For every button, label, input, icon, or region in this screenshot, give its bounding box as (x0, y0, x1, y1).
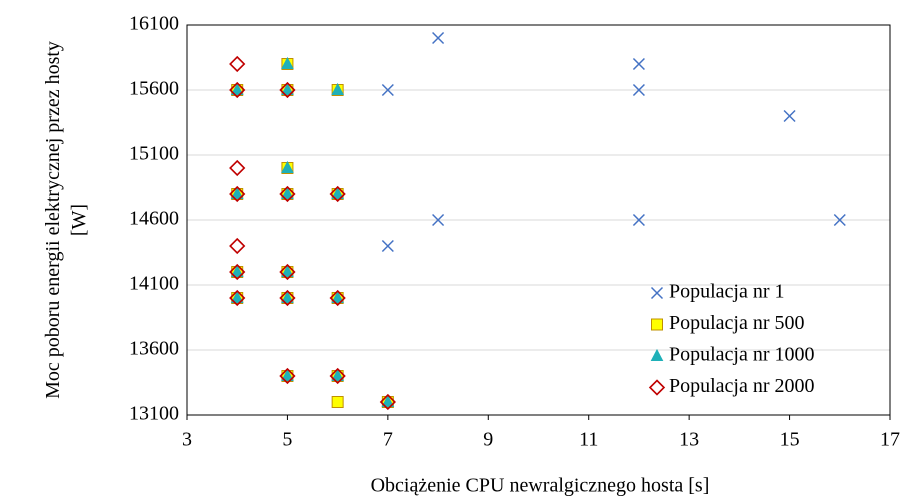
point (229, 263, 246, 281)
legend-marker (650, 348, 664, 361)
point (833, 213, 846, 227)
point (432, 31, 445, 45)
point (229, 289, 246, 307)
y-tick-label: 16100 (129, 13, 179, 35)
point (379, 393, 396, 411)
x-tick-label: 5 (282, 429, 292, 451)
point (281, 290, 294, 303)
legend-marker (651, 318, 663, 331)
point (229, 55, 246, 73)
point (229, 81, 246, 99)
point (281, 264, 294, 277)
x-tick-label: 3 (182, 429, 192, 451)
point (281, 82, 294, 95)
point (229, 159, 246, 177)
plot-frame (186, 24, 891, 416)
y-tick-label: 14100 (129, 273, 179, 295)
legend-label: Populacja nr 500 (669, 312, 805, 334)
x-tick-label: 17 (880, 429, 900, 451)
y-tick-label: 13100 (129, 403, 179, 425)
point (381, 83, 394, 97)
point (381, 239, 394, 253)
point (381, 394, 395, 407)
x-tick-label: 7 (383, 429, 393, 451)
point (230, 264, 244, 277)
y-tick-label: 14600 (129, 208, 179, 230)
point (279, 185, 296, 203)
point (230, 186, 244, 199)
point (279, 367, 296, 385)
x-tick-label: 13 (679, 429, 699, 451)
legend-label: Populacja nr 2000 (669, 375, 815, 397)
point (632, 213, 645, 227)
point (331, 82, 344, 95)
legend-marker (648, 379, 666, 396)
point (229, 185, 246, 203)
point (331, 396, 344, 408)
point (281, 160, 294, 173)
point (281, 56, 294, 69)
point (279, 263, 296, 281)
point (329, 289, 346, 307)
point (331, 290, 344, 303)
point (279, 81, 296, 99)
point (281, 368, 294, 381)
point (331, 186, 344, 199)
point (783, 109, 796, 123)
point (632, 57, 645, 71)
point (329, 367, 346, 385)
x-tick-label: 9 (483, 429, 493, 451)
y-tick-label: 15100 (129, 143, 179, 165)
point (432, 213, 445, 227)
point (632, 83, 645, 97)
point (230, 82, 244, 95)
point (230, 290, 244, 303)
y-tick-label: 13600 (129, 338, 179, 360)
x-tick-label: 11 (579, 429, 598, 451)
legend-marker (650, 286, 664, 300)
legend-label: Populacja nr 1 (669, 281, 785, 303)
y-axis-label: Moc poboru energii elektrycznej przez ho… (42, 41, 90, 399)
point (331, 368, 344, 381)
point (229, 237, 246, 255)
point (329, 185, 346, 203)
x-tick-label: 15 (780, 429, 800, 451)
y-tick-label: 15600 (129, 78, 179, 100)
legend-label: Populacja nr 1000 (669, 344, 815, 366)
point (281, 186, 294, 199)
point (279, 289, 296, 307)
x-axis-label: Obciążenie CPU newralgicznego hosta [s] (371, 475, 710, 497)
